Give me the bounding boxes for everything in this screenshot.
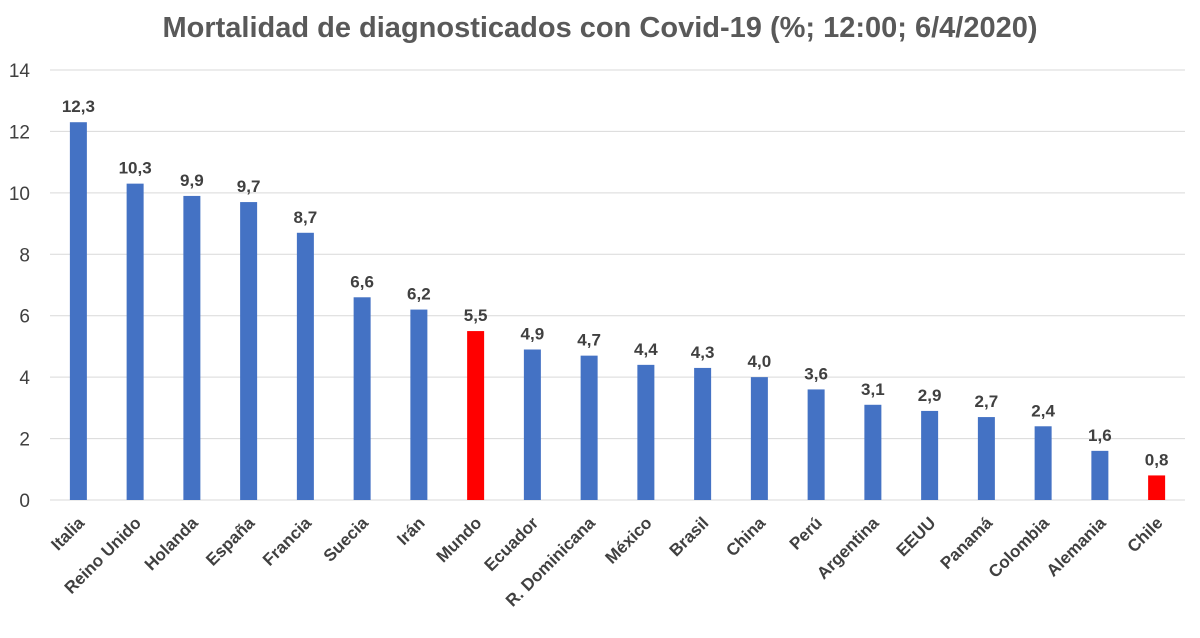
category-label: Perú bbox=[786, 513, 826, 553]
category-label: Argentina bbox=[813, 513, 883, 583]
data-label: 0,8 bbox=[1145, 450, 1169, 469]
data-label: 4,7 bbox=[577, 331, 601, 350]
bar bbox=[1034, 426, 1052, 500]
data-label: 2,9 bbox=[918, 386, 942, 405]
bar bbox=[296, 232, 314, 501]
bar bbox=[637, 364, 655, 500]
y-tick-label: 14 bbox=[9, 61, 31, 82]
y-tick-label: 4 bbox=[19, 368, 30, 389]
bar bbox=[410, 309, 428, 500]
y-tick-label: 12 bbox=[9, 122, 30, 143]
data-label: 4,9 bbox=[521, 325, 545, 344]
data-label: 2,7 bbox=[975, 392, 999, 411]
data-label: 10,3 bbox=[119, 159, 152, 178]
data-label: 6,2 bbox=[407, 285, 431, 304]
data-label: 8,7 bbox=[294, 208, 318, 227]
bar bbox=[1148, 475, 1166, 500]
y-tick-label: 8 bbox=[19, 245, 30, 266]
data-label: 12,3 bbox=[62, 97, 95, 116]
y-tick-label: 10 bbox=[9, 184, 30, 205]
category-label: España bbox=[202, 513, 259, 570]
data-label: 1,6 bbox=[1088, 426, 1112, 445]
category-label: Mundo bbox=[433, 513, 486, 566]
category-label: Irán bbox=[393, 513, 428, 548]
bar bbox=[750, 377, 768, 500]
bar bbox=[694, 367, 712, 500]
y-tick-label: 6 bbox=[19, 307, 30, 328]
category-label: Brasil bbox=[666, 513, 713, 560]
bar bbox=[467, 331, 485, 500]
bar bbox=[807, 389, 825, 500]
category-label: Alemania bbox=[1043, 513, 1110, 580]
bar bbox=[977, 417, 995, 500]
category-label: México bbox=[602, 513, 656, 567]
data-label: 4,3 bbox=[691, 343, 715, 362]
data-label: 3,1 bbox=[861, 380, 885, 399]
bar bbox=[864, 404, 882, 500]
bar bbox=[921, 410, 939, 500]
y-tick-label: 2 bbox=[19, 430, 30, 451]
bar bbox=[353, 297, 371, 500]
data-label: 3,6 bbox=[804, 364, 828, 383]
bar bbox=[69, 122, 87, 500]
category-label: Holanda bbox=[141, 513, 202, 574]
chart-title: Mortalidad de diagnosticados con Covid-1… bbox=[162, 12, 1038, 44]
bar bbox=[183, 195, 201, 500]
bar bbox=[523, 349, 541, 500]
bar bbox=[1091, 450, 1109, 500]
data-label: 6,6 bbox=[350, 272, 374, 291]
category-label: Suecia bbox=[320, 513, 373, 566]
bar bbox=[580, 355, 598, 500]
data-label: 9,9 bbox=[180, 171, 204, 190]
bar bbox=[240, 202, 258, 501]
category-label: Colombia bbox=[985, 513, 1054, 582]
category-label: Italia bbox=[47, 513, 88, 554]
data-label: 4,0 bbox=[748, 352, 772, 371]
category-label: Francia bbox=[259, 513, 316, 570]
category-label: EEUU bbox=[893, 513, 940, 560]
data-label: 2,4 bbox=[1031, 401, 1055, 420]
data-label: 5,5 bbox=[464, 306, 488, 325]
category-label: Chile bbox=[1124, 513, 1167, 556]
data-label: 9,7 bbox=[237, 177, 261, 196]
bar bbox=[126, 183, 144, 500]
data-label: 4,4 bbox=[634, 340, 658, 359]
y-tick-label: 0 bbox=[19, 491, 30, 512]
category-label: China bbox=[722, 513, 769, 560]
